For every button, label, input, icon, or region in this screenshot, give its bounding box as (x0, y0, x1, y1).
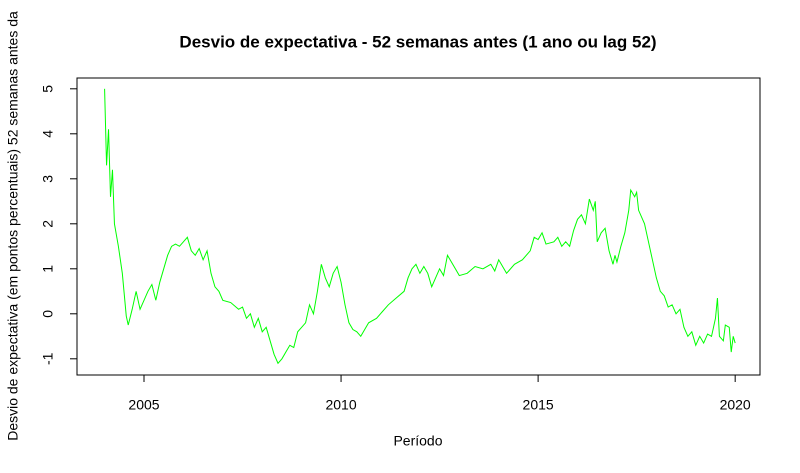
x-tick-label: 2010 (325, 397, 356, 413)
plot-box (76, 77, 761, 376)
x-tick-label: 2020 (720, 397, 751, 413)
y-axis-label: Desvio de expectativa (em pontos percent… (5, 11, 21, 441)
data-line (104, 88, 736, 365)
x-tick-label: 2005 (128, 397, 159, 413)
y-tick-label: -1 (40, 352, 56, 365)
y-tick-label: 4 (40, 130, 56, 138)
x-axis-label: Período (393, 433, 442, 449)
y-tick-label: 5 (40, 85, 56, 93)
y-tick-label: 0 (40, 310, 56, 318)
x-tick-label: 2015 (523, 397, 554, 413)
y-tick-label: 2 (40, 220, 56, 228)
y-tick-label: 3 (40, 175, 56, 183)
chart-title: Desvio de expectativa - 52 semanas antes… (179, 32, 656, 51)
y-tick-label: 1 (40, 265, 56, 273)
